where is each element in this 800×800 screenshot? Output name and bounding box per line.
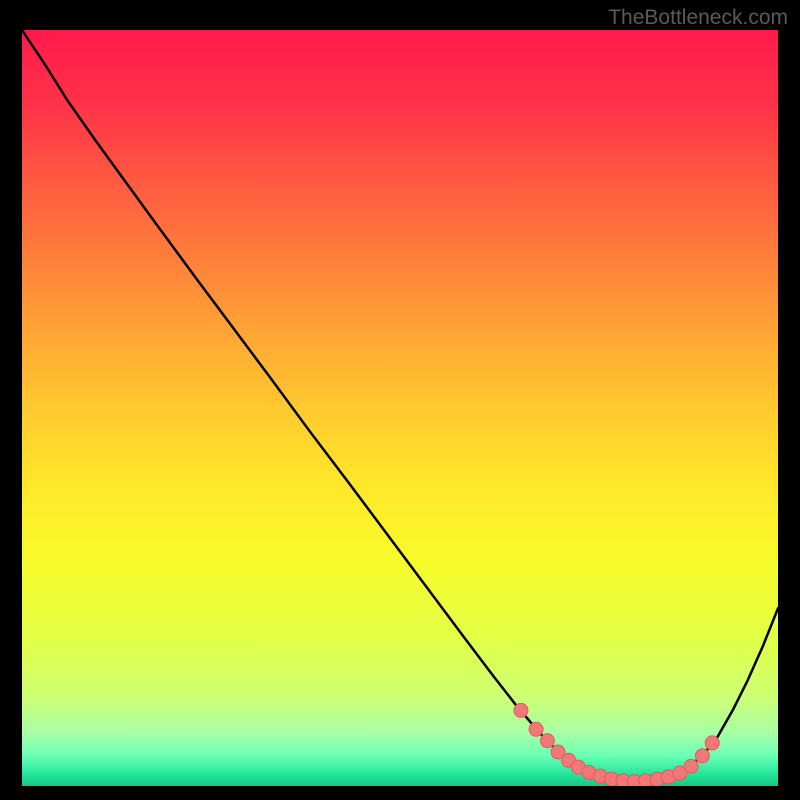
curve-marker (684, 759, 698, 773)
chart-plot-area (22, 30, 778, 786)
curve-marker (705, 736, 719, 750)
curve-marker (540, 734, 554, 748)
marker-group (514, 703, 719, 786)
chart-curve-layer (22, 30, 778, 786)
curve-marker (529, 722, 543, 736)
curve-marker (514, 703, 528, 717)
curve-marker (695, 749, 709, 763)
bottleneck-curve (22, 30, 778, 781)
watermark-text: TheBottleneck.com (608, 6, 788, 30)
